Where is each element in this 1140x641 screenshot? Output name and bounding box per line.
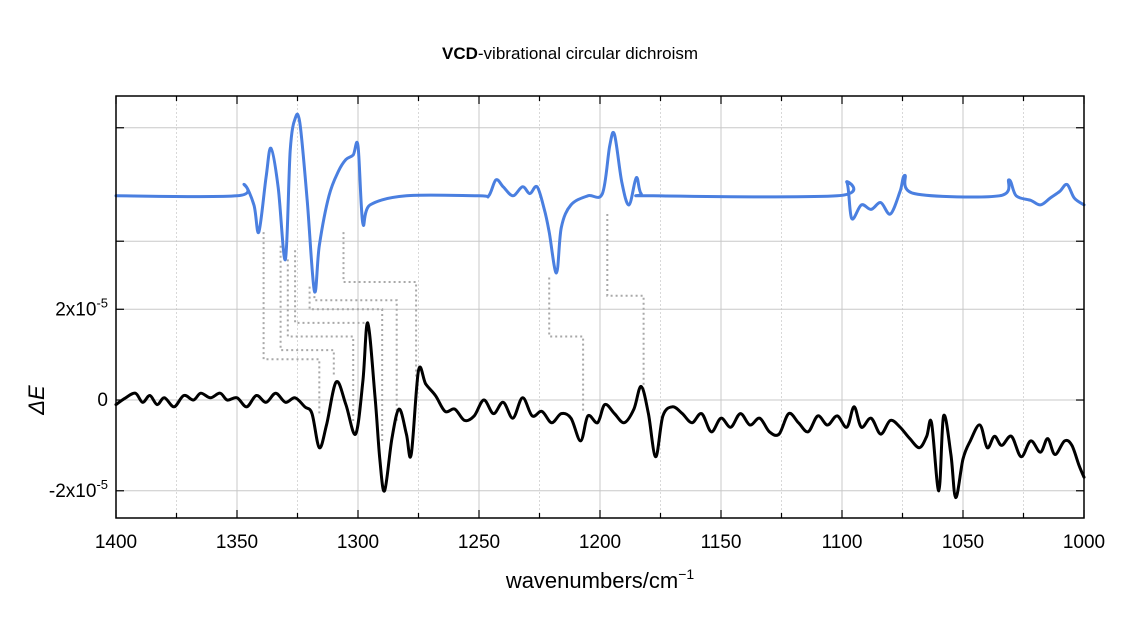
- correlation-line: [313, 291, 398, 423]
- correlation-line: [342, 232, 418, 378]
- correlation-line: [262, 232, 321, 414]
- x-tick-label: 1000: [1063, 532, 1105, 553]
- x-tick-label: 1100: [822, 532, 863, 553]
- y-tick-label-exp: -5: [96, 295, 108, 310]
- y-axis-label: ΔE: [24, 385, 49, 416]
- x-tick-label: 1350: [216, 532, 258, 553]
- x-tick-label: 1300: [337, 532, 379, 553]
- x-tick-label: 1400: [95, 532, 137, 553]
- grid-lines: [115, 96, 1085, 518]
- correlation-line: [548, 277, 585, 414]
- chart-title-bold: VCD: [441, 44, 478, 63]
- x-tick-labels: 1400 1350 1300 1250 1200 1150 1100 1050 1000: [95, 532, 1105, 553]
- correlation-line: [279, 245, 335, 378]
- y-tick-label-exp: -5: [96, 477, 108, 492]
- y-tick-label: 0: [97, 390, 108, 411]
- y-tick-label-base: -2x10: [49, 481, 97, 502]
- axis-ticks: [115, 96, 1085, 518]
- x-axis-label-text: wavenumbers/cm: [505, 568, 678, 593]
- x-tick-label: 1050: [942, 532, 984, 553]
- chart-title-rest: -vibrational circular dichroism: [477, 44, 699, 63]
- y-tick-label: 2x10-5: [55, 295, 108, 320]
- correlation-line: [308, 286, 384, 441]
- correlation-line: [286, 259, 355, 423]
- x-tick-label: 1250: [458, 532, 500, 553]
- x-axis-label-sup: −1: [678, 566, 694, 582]
- correlation-line: [294, 250, 368, 324]
- correlation-lines: [262, 214, 645, 441]
- series-group: [114, 112, 1086, 500]
- chart-title: VCD-vibrational circular dichroism: [0, 44, 1140, 64]
- series-line-calculated: [114, 112, 1086, 294]
- y-tick-label-base: 0: [97, 390, 108, 411]
- x-tick-label: 1200: [579, 532, 621, 553]
- series-line-measured: [114, 321, 1086, 500]
- correlation-line: [606, 214, 645, 391]
- y-tick-label-base: 2x10: [55, 299, 96, 320]
- x-axis-label: wavenumbers/cm−1: [505, 566, 695, 593]
- x-tick-label: 1150: [701, 532, 742, 553]
- y-tick-label: -2x10-5: [49, 477, 108, 502]
